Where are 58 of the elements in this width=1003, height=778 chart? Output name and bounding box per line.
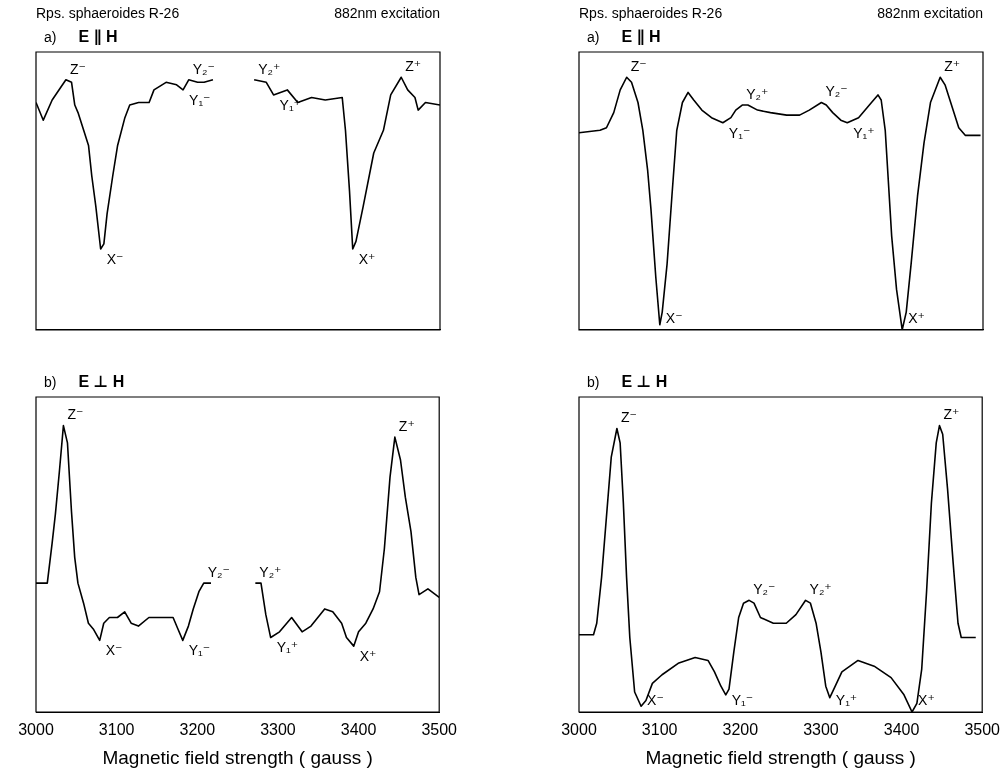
x-axis-title: Magnetic field strength ( gauss ) (102, 746, 373, 768)
annotation: Y₂⁺ (809, 581, 832, 598)
annotation: Z⁺ (398, 417, 415, 434)
text: a) (44, 28, 57, 45)
annotation: X⁺ (918, 691, 935, 708)
text: b) (587, 373, 600, 390)
chart-subtitle: 882nm excitation (334, 4, 440, 21)
annotation: Z⁻ (67, 406, 84, 423)
text: E ⊥ H (621, 373, 668, 391)
annotation: X⁻ (106, 250, 124, 267)
annotation: Y₁⁻ (188, 642, 211, 659)
annotation: Y₁⁺ (276, 639, 299, 656)
x-tick-label: 3400 (340, 721, 377, 739)
annotation: Z⁺ (944, 58, 961, 75)
annotation: Y₂⁺ (746, 85, 769, 102)
x-tick-label: 3500 (964, 721, 1001, 739)
annotation: X⁺ (359, 648, 377, 664)
x-tick-label: 3100 (98, 721, 135, 739)
annotation: Y₂⁻ (753, 581, 776, 598)
x-tick-label: 3300 (803, 721, 839, 739)
x-tick-label: 3000 (561, 721, 597, 739)
x-tick-label: 3300 (260, 721, 296, 739)
text: a) (587, 28, 600, 45)
x-tick-label: 3100 (641, 721, 678, 739)
annotation: Z⁻ (620, 409, 637, 426)
annotation: Y₂⁺ (258, 60, 281, 77)
annotation: Y₂⁺ (259, 564, 282, 580)
x-tick-label: 3400 (883, 721, 920, 739)
text: E ∥ H (621, 28, 661, 47)
annotation: X⁺ (908, 309, 925, 326)
x-axis-title: Magnetic field strength ( gauss ) (645, 746, 916, 768)
x-tick-label: 3200 (179, 721, 216, 739)
annotation: X⁻ (647, 691, 664, 708)
annotation: X⁻ (105, 642, 123, 659)
annotation: Y₁⁺ (279, 96, 302, 113)
annotation: X⁺ (358, 250, 376, 267)
x-tick-label: 3500 (421, 721, 458, 739)
chart-title: Rps. sphaeroides R-26 (36, 4, 180, 21)
annotation: Y₂⁻ (825, 83, 848, 100)
x-tick-label: 3000 (18, 721, 54, 739)
annotation: Z⁺ (943, 406, 960, 423)
annotation: Z⁻ (69, 60, 86, 77)
annotation: Y₂⁻ (192, 60, 215, 77)
annotation: Z⁺ (405, 58, 422, 75)
text: E ∥ H (78, 28, 118, 47)
chart-title: Rps. sphaeroides R-26 (579, 4, 723, 21)
annotation: Y₂⁻ (207, 564, 230, 580)
annotation: Y₁⁻ (189, 91, 211, 108)
annotation: X⁻ (665, 309, 683, 326)
annotation: Y₁⁺ (835, 691, 858, 708)
annotation: Y₁⁻ (728, 124, 751, 141)
text: E ⊥ H (78, 373, 125, 391)
annotation: Z⁻ (630, 58, 647, 75)
chart-subtitle: 882nm excitation (877, 4, 983, 21)
x-tick-label: 3200 (722, 721, 759, 739)
annotation: Y₁⁻ (731, 691, 754, 708)
text: b) (44, 373, 57, 390)
annotation: Y₁⁺ (853, 124, 875, 141)
